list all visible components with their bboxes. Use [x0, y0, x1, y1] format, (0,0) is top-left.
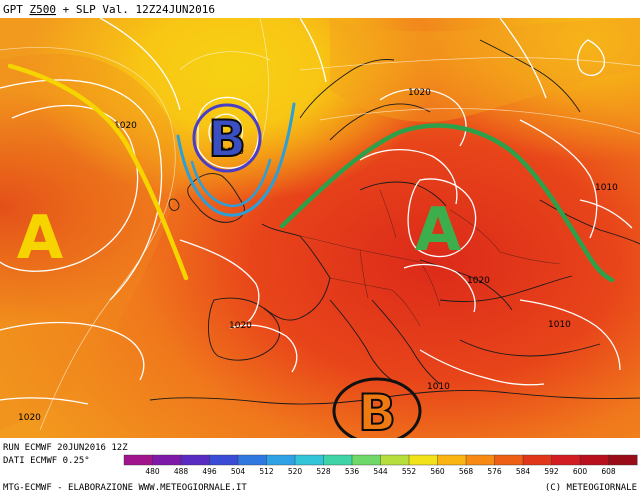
scale-label: 488 [174, 467, 189, 476]
scale-swatch [551, 454, 581, 466]
scale-swatch [323, 454, 353, 466]
scale-label: 520 [288, 467, 303, 476]
scale-swatch [266, 454, 296, 466]
scale-swatch [494, 454, 524, 466]
scale-label: 480 [145, 467, 160, 476]
scale-swatch [351, 454, 381, 466]
scale-swatch [380, 454, 410, 466]
low-pressure-label-north: B [208, 110, 246, 168]
scale-swatch [152, 454, 182, 466]
isobar-label: 1020 [18, 413, 41, 423]
coastlines [149, 39, 640, 405]
credits-left: MTG-ECMWF - ELABORAZIONE WWW.METEOGIORNA… [3, 483, 247, 493]
trough-line-north [176, 102, 296, 217]
isobar-label: 1010 [595, 183, 618, 193]
scale-swatch [579, 454, 609, 466]
low-pressure-ring-north [192, 103, 262, 173]
isobar-label: 1020 [229, 321, 252, 331]
low-pressure-label-south: B [358, 384, 396, 442]
scale-label: 528 [316, 467, 331, 476]
scale-swatch [408, 454, 438, 466]
trough-line-north-inner [190, 158, 272, 208]
annotations: B B A A [7, 63, 615, 445]
scale-swatch [608, 454, 638, 466]
ridge-line [279, 123, 615, 283]
isobar-label: 1010 [427, 382, 450, 392]
scale-label: 600 [573, 467, 588, 476]
run-info: RUN ECMWF 20JUN2016 12Z [3, 443, 128, 453]
footer-band [0, 438, 640, 493]
scale-swatch [437, 454, 467, 466]
scale-label: 568 [459, 467, 474, 476]
high-pressure-label-center: A [415, 195, 462, 265]
isobar-label: 1020 [221, 147, 244, 157]
scale-label: 544 [373, 467, 388, 476]
scale-label: 576 [487, 467, 502, 476]
credits-right: (C) METEOGIORNALE [545, 483, 637, 493]
scale-label: 512 [259, 467, 274, 476]
isobars [0, 18, 633, 405]
scale-swatch [465, 454, 495, 466]
scale-swatch [294, 454, 324, 466]
high-pressure-label-west: A [17, 203, 64, 273]
z500-contours [0, 18, 640, 431]
borders [299, 189, 561, 327]
scale-swatch [209, 454, 239, 466]
data-info: DATI ECMWF 0.25° [3, 456, 90, 466]
scale-swatch [522, 454, 552, 466]
color-scale: 480 488 496 504 512 520 528 536 544 552 560 568 576 5… [123, 454, 638, 476]
scale-swatch [123, 454, 153, 466]
isobar-label: 1020 [114, 121, 137, 131]
geopotential-field [0, 18, 640, 438]
scale-label: 608 [601, 467, 616, 476]
scale-label: 592 [544, 467, 559, 476]
isobar-label: 1020 [467, 276, 490, 286]
scale-label: 496 [202, 467, 217, 476]
header-band [0, 0, 640, 18]
isobar-label: 1010 [548, 320, 571, 330]
scale-label: 504 [231, 467, 246, 476]
scale-swatch [237, 454, 267, 466]
trough-line-west [7, 63, 189, 281]
isobar-label: 1020 [408, 88, 431, 98]
map-title: GPT Z500 + SLP Val. 12Z24JUN2016 [3, 3, 215, 16]
scale-swatch [180, 454, 210, 466]
scale-label: 536 [345, 467, 360, 476]
scale-label: 560 [430, 467, 445, 476]
scale-label: 584 [516, 467, 531, 476]
scale-label: 552 [402, 467, 417, 476]
